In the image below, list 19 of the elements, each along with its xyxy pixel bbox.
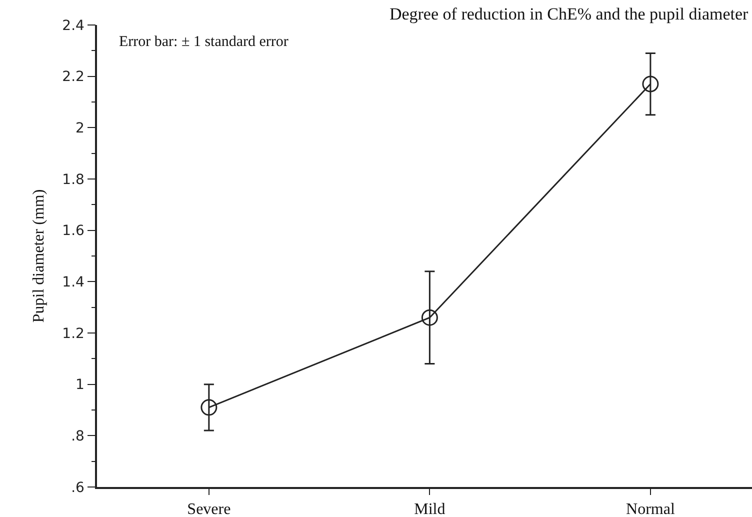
- y-axis-title: Pupil diameter (mm): [30, 189, 48, 323]
- y-tick-label: 1.6: [62, 223, 85, 240]
- y-tick-label: 2.4: [62, 18, 85, 34]
- y-tick-label: 2: [76, 120, 84, 137]
- chart-title: Degree of reduction in ChE% and the pupil diameter: [389, 4, 749, 24]
- annotation: Error bar: ± 1 standard error: [119, 34, 288, 50]
- point: [642, 76, 659, 92]
- point: [421, 309, 438, 326]
- y-tick-label: 1.4: [62, 274, 85, 291]
- y-tick-label: .8: [71, 428, 84, 445]
- y-tick-label: 1.2: [62, 326, 84, 342]
- y-tick-label: 1.8: [62, 172, 84, 188]
- x-tick-label: Normal: [626, 500, 676, 517]
- point: [200, 399, 218, 416]
- y-tick-label: 2.2: [62, 69, 84, 86]
- y-tick-label: .6: [71, 480, 85, 496]
- y-tick-label: 1: [76, 377, 84, 394]
- x-tick-label: Severe: [187, 500, 231, 517]
- x-tick-label: Mild: [414, 500, 446, 517]
